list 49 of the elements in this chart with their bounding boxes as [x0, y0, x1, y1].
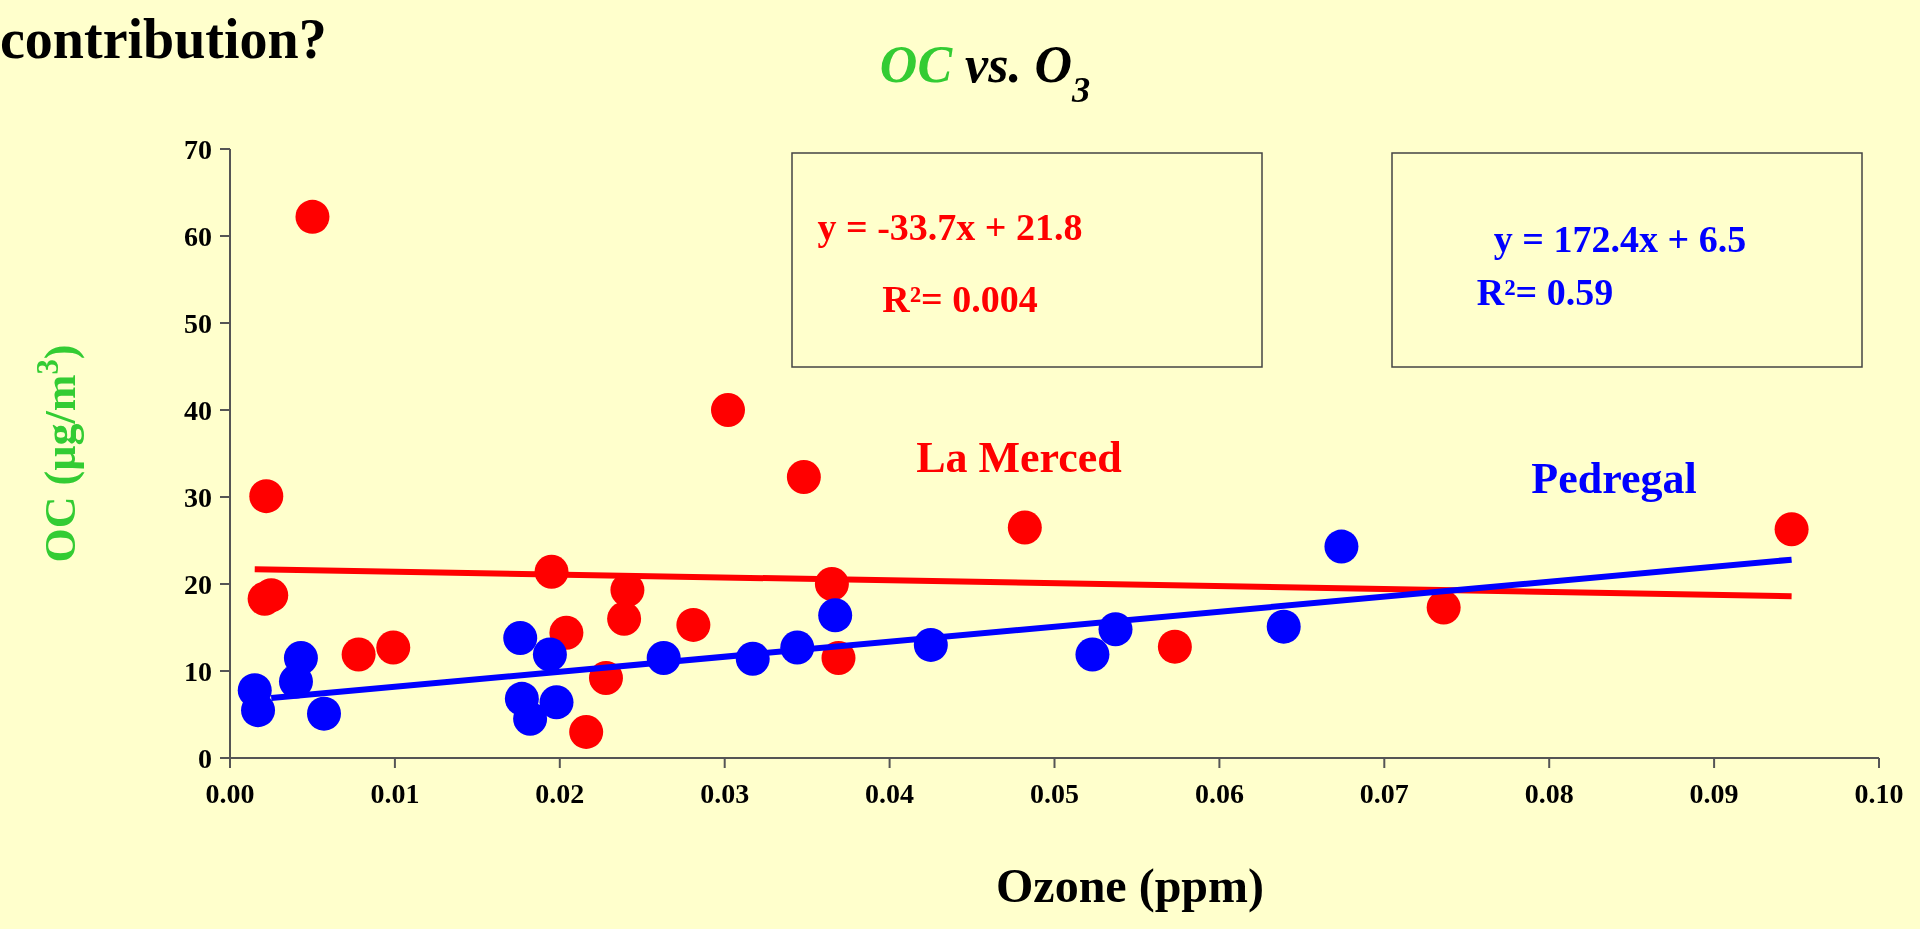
point: [503, 620, 538, 655]
x-tick-label: 0.02: [535, 778, 585, 809]
point: [295, 199, 330, 234]
y-tick-label: 70: [184, 133, 212, 165]
point: [376, 630, 411, 665]
point: [818, 598, 853, 633]
point: [1266, 609, 1301, 644]
annotation: R²= 0.004: [882, 278, 1038, 320]
point: [1157, 629, 1192, 664]
point: [1324, 529, 1359, 564]
annotation: y = -33.7x + 21.8: [817, 206, 1083, 248]
x-tick-label: 0.03: [700, 778, 750, 809]
x-axis-title: Ozone (ppm): [996, 859, 1264, 913]
y-tick-label: 0: [198, 742, 212, 774]
point: [711, 393, 745, 427]
text: contribution?: [0, 8, 327, 70]
annotation: R²= 0.59: [1476, 271, 1614, 313]
x-tick-label: 0.04: [865, 778, 915, 809]
point: [1075, 637, 1110, 672]
x-tick-label: 0.01: [370, 778, 420, 809]
y-tick-label: 10: [184, 655, 212, 687]
point: [569, 714, 604, 749]
x-tick-label: 0.07: [1359, 778, 1409, 809]
x-tick-label: 0.00: [205, 778, 255, 809]
point: [539, 685, 574, 720]
y-tick-label: 60: [184, 220, 212, 252]
y-tick-label: 50: [184, 307, 212, 339]
point: [1007, 510, 1042, 545]
x-tick-label: 0.10: [1854, 778, 1904, 809]
point: [249, 479, 284, 514]
y-tick-label: 40: [184, 394, 212, 426]
point: [607, 601, 642, 636]
y-tick-label: 30: [184, 481, 212, 513]
series-label: La Merced: [916, 433, 1122, 482]
text: Pedregal: [1531, 454, 1697, 503]
point: [513, 701, 548, 736]
y-tick-label: 20: [184, 568, 212, 600]
x-tick-label: 0.09: [1689, 778, 1739, 809]
point: [341, 637, 376, 672]
point: [786, 459, 821, 494]
x-tick-label: 0.05: [1030, 778, 1079, 809]
point: [306, 696, 341, 731]
x-tick-label: 0.06: [1194, 778, 1244, 809]
point: [676, 607, 711, 642]
point: [1774, 512, 1809, 547]
annotation: y = 172.4x + 6.5: [1493, 218, 1747, 260]
point: [532, 637, 567, 672]
chart-title: OC vs. O$_{3}$: [879, 36, 1091, 110]
x-tick-label: 0.08: [1524, 778, 1574, 809]
